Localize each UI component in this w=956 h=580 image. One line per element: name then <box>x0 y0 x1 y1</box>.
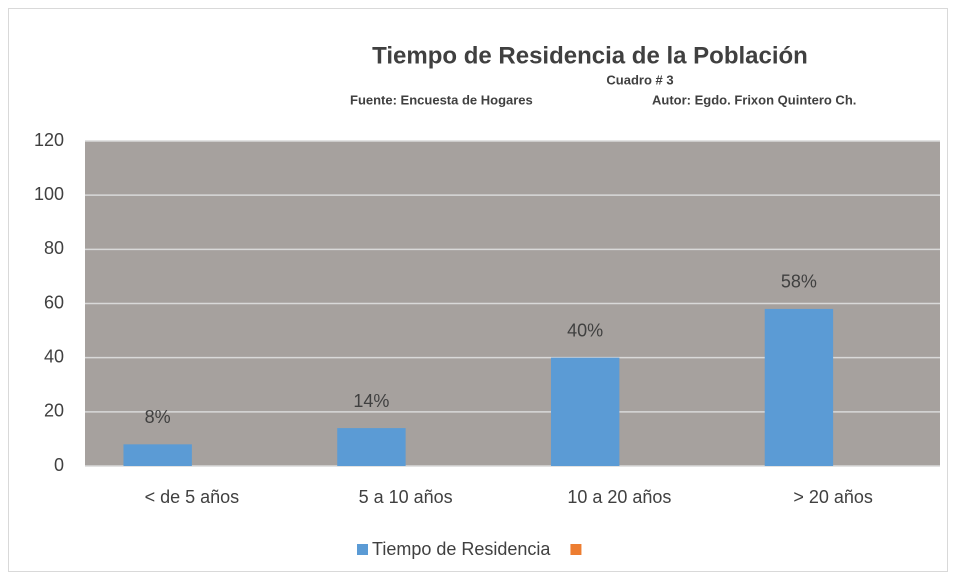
data-label: 40% <box>567 320 603 340</box>
y-tick-label: 60 <box>44 292 64 312</box>
chart-title: Tiempo de Residencia de la Población <box>372 42 808 69</box>
x-tick-label: 5 a 10 años <box>359 487 453 507</box>
y-tick-label: 0 <box>54 455 64 475</box>
bar <box>337 428 406 466</box>
bar <box>550 357 620 466</box>
chart-subtitle: Cuadro # 3 <box>606 72 673 87</box>
bar <box>123 444 192 466</box>
legend-swatch <box>357 544 368 555</box>
x-tick-label: > 20 años <box>793 487 873 507</box>
y-tick-label: 80 <box>44 238 64 258</box>
data-label: 58% <box>781 272 817 292</box>
data-label: 14% <box>353 391 389 411</box>
chart-source: Fuente: Encuesta de Hogares <box>350 92 533 107</box>
y-tick-label: 40 <box>44 346 64 366</box>
legend-swatch <box>570 544 582 555</box>
chart-author: Autor: Egdo. Frixon Quintero Ch. <box>652 92 856 107</box>
x-tick-label: 10 a 20 años <box>567 487 671 507</box>
data-label: 8% <box>145 407 171 427</box>
y-tick-label: 100 <box>34 184 64 204</box>
legend-label: Tiempo de Residencia <box>372 539 551 559</box>
y-tick-label: 20 <box>44 401 64 421</box>
bar <box>764 308 834 466</box>
x-tick-label: < de 5 años <box>145 487 240 507</box>
y-tick-label: 120 <box>34 130 64 150</box>
